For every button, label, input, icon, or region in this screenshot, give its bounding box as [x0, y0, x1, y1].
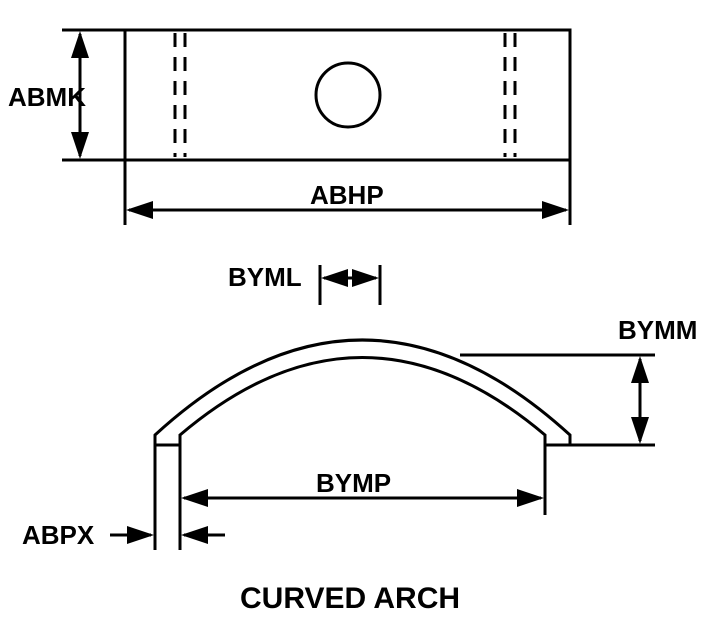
diagram-svg [0, 0, 715, 639]
figure-title: CURVED ARCH [240, 582, 460, 616]
center-hole [316, 63, 380, 127]
top-view-rect [125, 30, 570, 160]
abmk-label: ABMK [8, 82, 86, 113]
abhp-label: ABHP [310, 180, 384, 211]
abpx-label: ABPX [22, 520, 94, 551]
diagram-canvas: ABMK ABHP BYML BYMM BYMP ABPX CURVED ARC… [0, 0, 715, 639]
bymp-label: BYMP [316, 468, 391, 499]
byml-label: BYML [228, 262, 302, 293]
bymm-label: BYMM [618, 315, 697, 346]
arch-inner [180, 358, 545, 446]
